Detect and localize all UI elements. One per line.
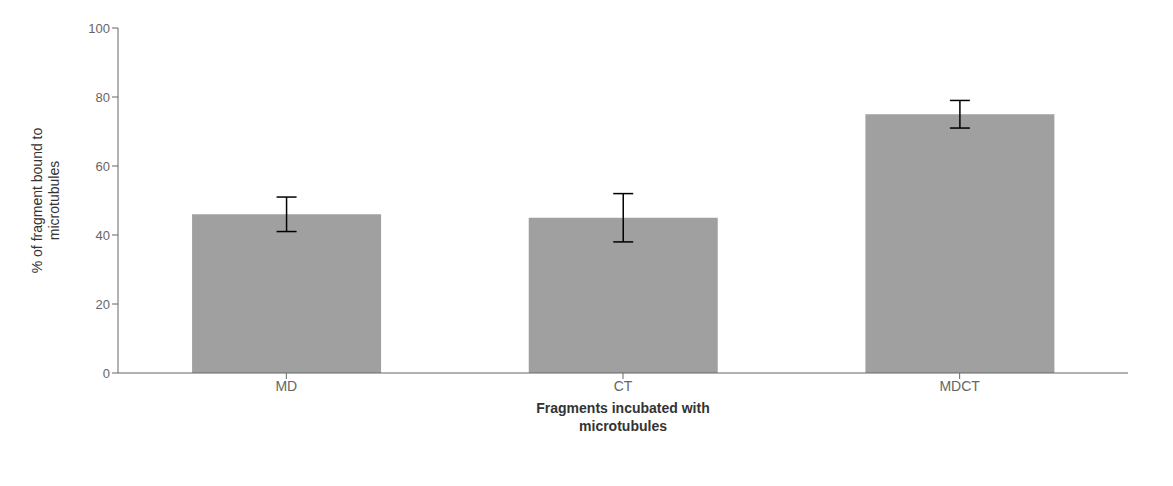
- svg-text:80: 80: [96, 90, 110, 105]
- svg-text:0: 0: [103, 366, 110, 381]
- svg-text:40: 40: [96, 228, 110, 243]
- svg-text:CT: CT: [614, 378, 633, 394]
- svg-text:% of fragment bound tomicrotub: % of fragment bound tomicrotubules: [29, 128, 62, 274]
- svg-text:60: 60: [96, 159, 110, 174]
- svg-text:MDCT: MDCT: [939, 378, 980, 394]
- svg-text:20: 20: [96, 297, 110, 312]
- svg-text:MD: MD: [275, 378, 297, 394]
- svg-text:Fragments incubated withmicrot: Fragments incubated withmicrotubules: [536, 400, 709, 434]
- svg-text:100: 100: [88, 21, 110, 36]
